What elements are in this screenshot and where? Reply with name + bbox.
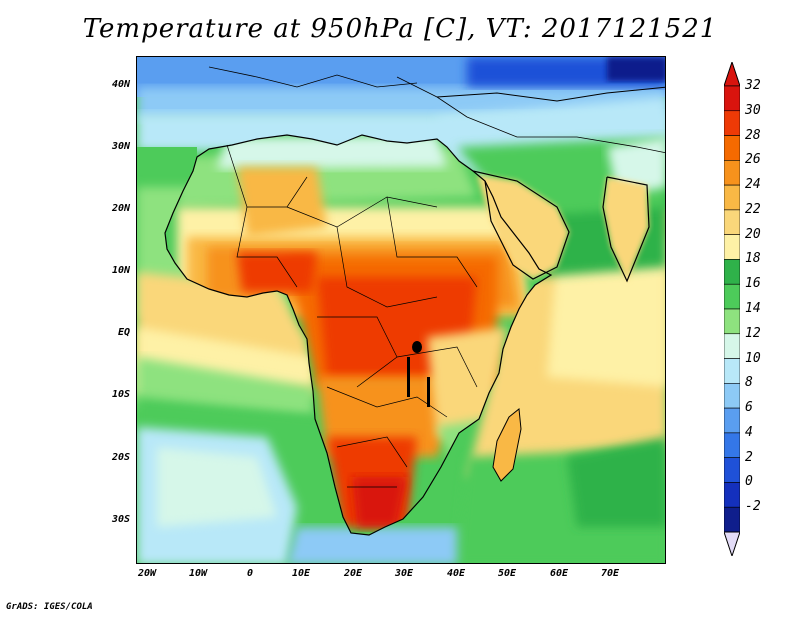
colorbar-segment (724, 383, 740, 409)
colorbar-label: -2 (745, 499, 761, 515)
chart-title: Temperature at 950hPa [C], VT: 201712152… (82, 14, 718, 44)
colorbar-label: 6 (745, 400, 753, 416)
y-tick-label: 30N (111, 141, 130, 152)
colorbar-label: 22 (745, 201, 761, 217)
colorbar-label: 10 (745, 350, 761, 366)
colorbar-label: 20 (745, 226, 761, 242)
footer-credit: GrADS: IGES/COLA (6, 602, 93, 612)
colorbar-segment (724, 85, 740, 112)
colorbar-segment (724, 506, 740, 533)
x-tick-label: 20E (343, 568, 363, 579)
colorbar-label: 12 (745, 325, 761, 341)
temperature-map (136, 56, 666, 564)
colorbar-label: 0 (745, 474, 753, 490)
colorbar (724, 62, 740, 556)
colorbar-segment (724, 308, 740, 335)
x-tick-label: 10W (188, 568, 208, 579)
colorbar-label: 8 (745, 375, 753, 391)
colorbar-segment (724, 135, 740, 161)
colorbar-max-arrow (724, 62, 740, 87)
y-tick-label: 20N (111, 203, 130, 214)
x-tick-label: 50E (497, 568, 517, 579)
colorbar-label: 28 (745, 127, 761, 143)
x-tick-label: 30E (394, 568, 414, 579)
x-tick-label: 60E (549, 568, 569, 579)
x-tick-label: 0 (246, 568, 254, 579)
colorbar-segment (724, 259, 740, 285)
colorbar-segment (724, 482, 740, 508)
colorbar-label: 18 (745, 251, 761, 267)
y-tick-label: 10S (111, 389, 130, 400)
colorbar-segment (724, 184, 740, 211)
colorbar-label: 14 (745, 301, 761, 316)
colorbar-segment (724, 234, 740, 260)
colorbar-label: 4 (745, 424, 753, 440)
colorbar-segment (724, 333, 740, 359)
map-canvas (137, 57, 665, 563)
colorbar-label: 30 (745, 102, 761, 118)
y-tick-label: 30S (111, 514, 130, 525)
colorbar-segment (724, 358, 740, 384)
colorbar-label: 26 (745, 152, 761, 168)
y-tick-label: 10N (111, 265, 130, 276)
colorbar-segment (724, 457, 740, 483)
colorbar-segment (724, 407, 740, 434)
x-tick-label: 40E (446, 568, 466, 579)
y-tick-label: 20S (111, 452, 130, 463)
colorbar-label: 24 (745, 177, 761, 193)
x-tick-label: 70E (600, 568, 620, 579)
colorbar-segment (724, 209, 740, 235)
colorbar-label: 2 (745, 449, 753, 465)
x-tick-label: 10E (291, 568, 311, 579)
y-tick-label: EQ (117, 327, 130, 338)
colorbar-label: 32 (745, 78, 761, 93)
colorbar-segment (724, 432, 740, 458)
colorbar-label: 16 (745, 276, 761, 292)
colorbar-segment (724, 283, 740, 310)
colorbar-min-arrow (724, 531, 740, 556)
colorbar-segment (724, 160, 740, 186)
x-tick-label: 20W (137, 568, 157, 579)
y-tick-label: 40N (111, 79, 130, 90)
colorbar-segment (724, 110, 740, 136)
